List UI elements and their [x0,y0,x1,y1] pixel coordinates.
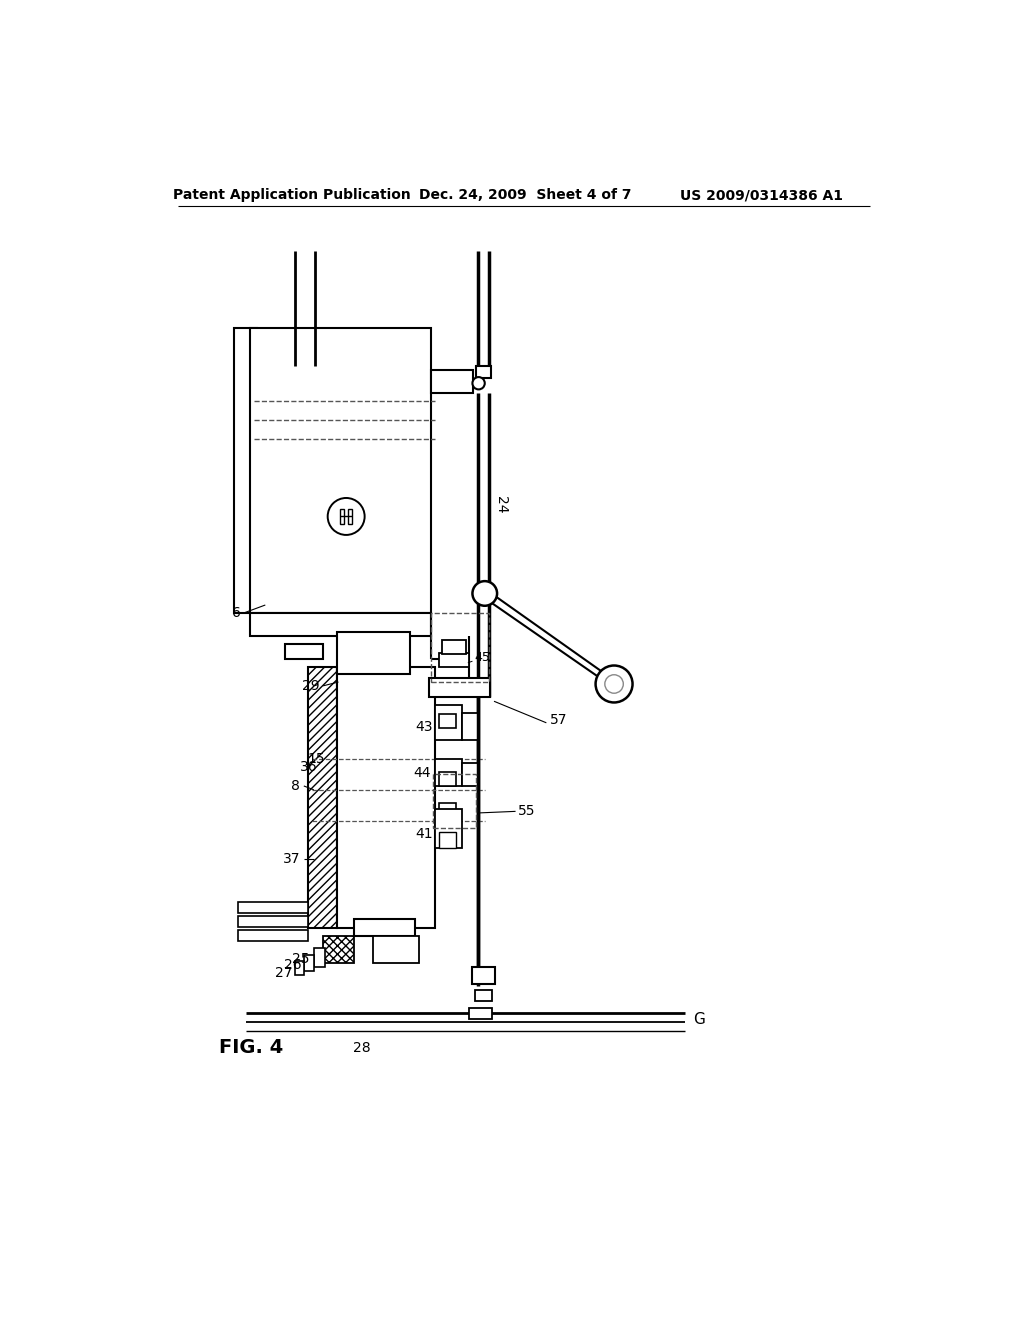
Text: 37: 37 [283,853,300,866]
Text: G: G [692,1011,705,1027]
Text: 25: 25 [292,952,309,966]
Bar [462,763,478,785]
Bar [373,936,419,964]
Bar [438,714,456,729]
Bar [250,612,431,636]
Text: Dec. 24, 2009  Sheet 4 of 7: Dec. 24, 2009 Sheet 4 of 7 [419,189,631,202]
Text: 26: 26 [284,958,301,973]
Text: 43: 43 [415,719,432,734]
Text: 55: 55 [518,804,536,818]
Bar [348,508,352,524]
Bar [239,916,307,927]
Bar [438,653,469,667]
Bar [442,640,466,653]
Text: 41: 41 [416,828,433,841]
Polygon shape [482,590,615,686]
Bar [462,713,478,739]
Bar [313,948,326,966]
Bar [346,644,385,659]
Bar [431,370,473,393]
Bar [354,919,416,936]
Bar [429,678,490,697]
Bar [438,832,456,847]
Bar [438,803,456,817]
Bar [435,809,462,847]
Text: 36: 36 [300,760,317,774]
Circle shape [328,498,365,535]
Bar [307,667,337,928]
Bar [472,966,495,983]
Bar [435,705,462,739]
Bar [233,327,257,612]
Text: 29: 29 [302,678,319,693]
Circle shape [596,665,633,702]
Text: US 2009/0314386 A1: US 2009/0314386 A1 [681,189,844,202]
Text: 44: 44 [414,766,431,780]
Text: 28: 28 [352,1040,371,1055]
Text: 6: 6 [231,606,241,619]
Bar [239,903,307,913]
Text: 45: 45 [474,651,489,664]
Circle shape [472,378,484,389]
Bar [438,772,456,785]
Text: Patent Application Publication: Patent Application Publication [173,189,411,202]
Bar [250,327,431,612]
Circle shape [605,675,624,693]
Bar [431,612,488,682]
Bar [295,961,304,974]
Text: FIG. 4: FIG. 4 [219,1039,284,1057]
Bar [435,759,462,785]
Bar [340,508,344,524]
Text: 27: 27 [274,966,292,979]
Text: 24: 24 [494,496,508,513]
Text: 57: 57 [550,714,567,727]
Bar [285,644,323,659]
Bar [433,775,475,829]
Bar [239,929,307,941]
Bar [304,956,313,970]
Text: 15: 15 [308,752,326,766]
Circle shape [472,581,497,606]
Bar [475,990,492,1001]
Bar [337,632,410,675]
Bar [337,667,435,928]
Bar [323,936,354,964]
Bar [475,367,490,378]
Bar [469,1008,493,1019]
Text: 8: 8 [291,779,300,793]
